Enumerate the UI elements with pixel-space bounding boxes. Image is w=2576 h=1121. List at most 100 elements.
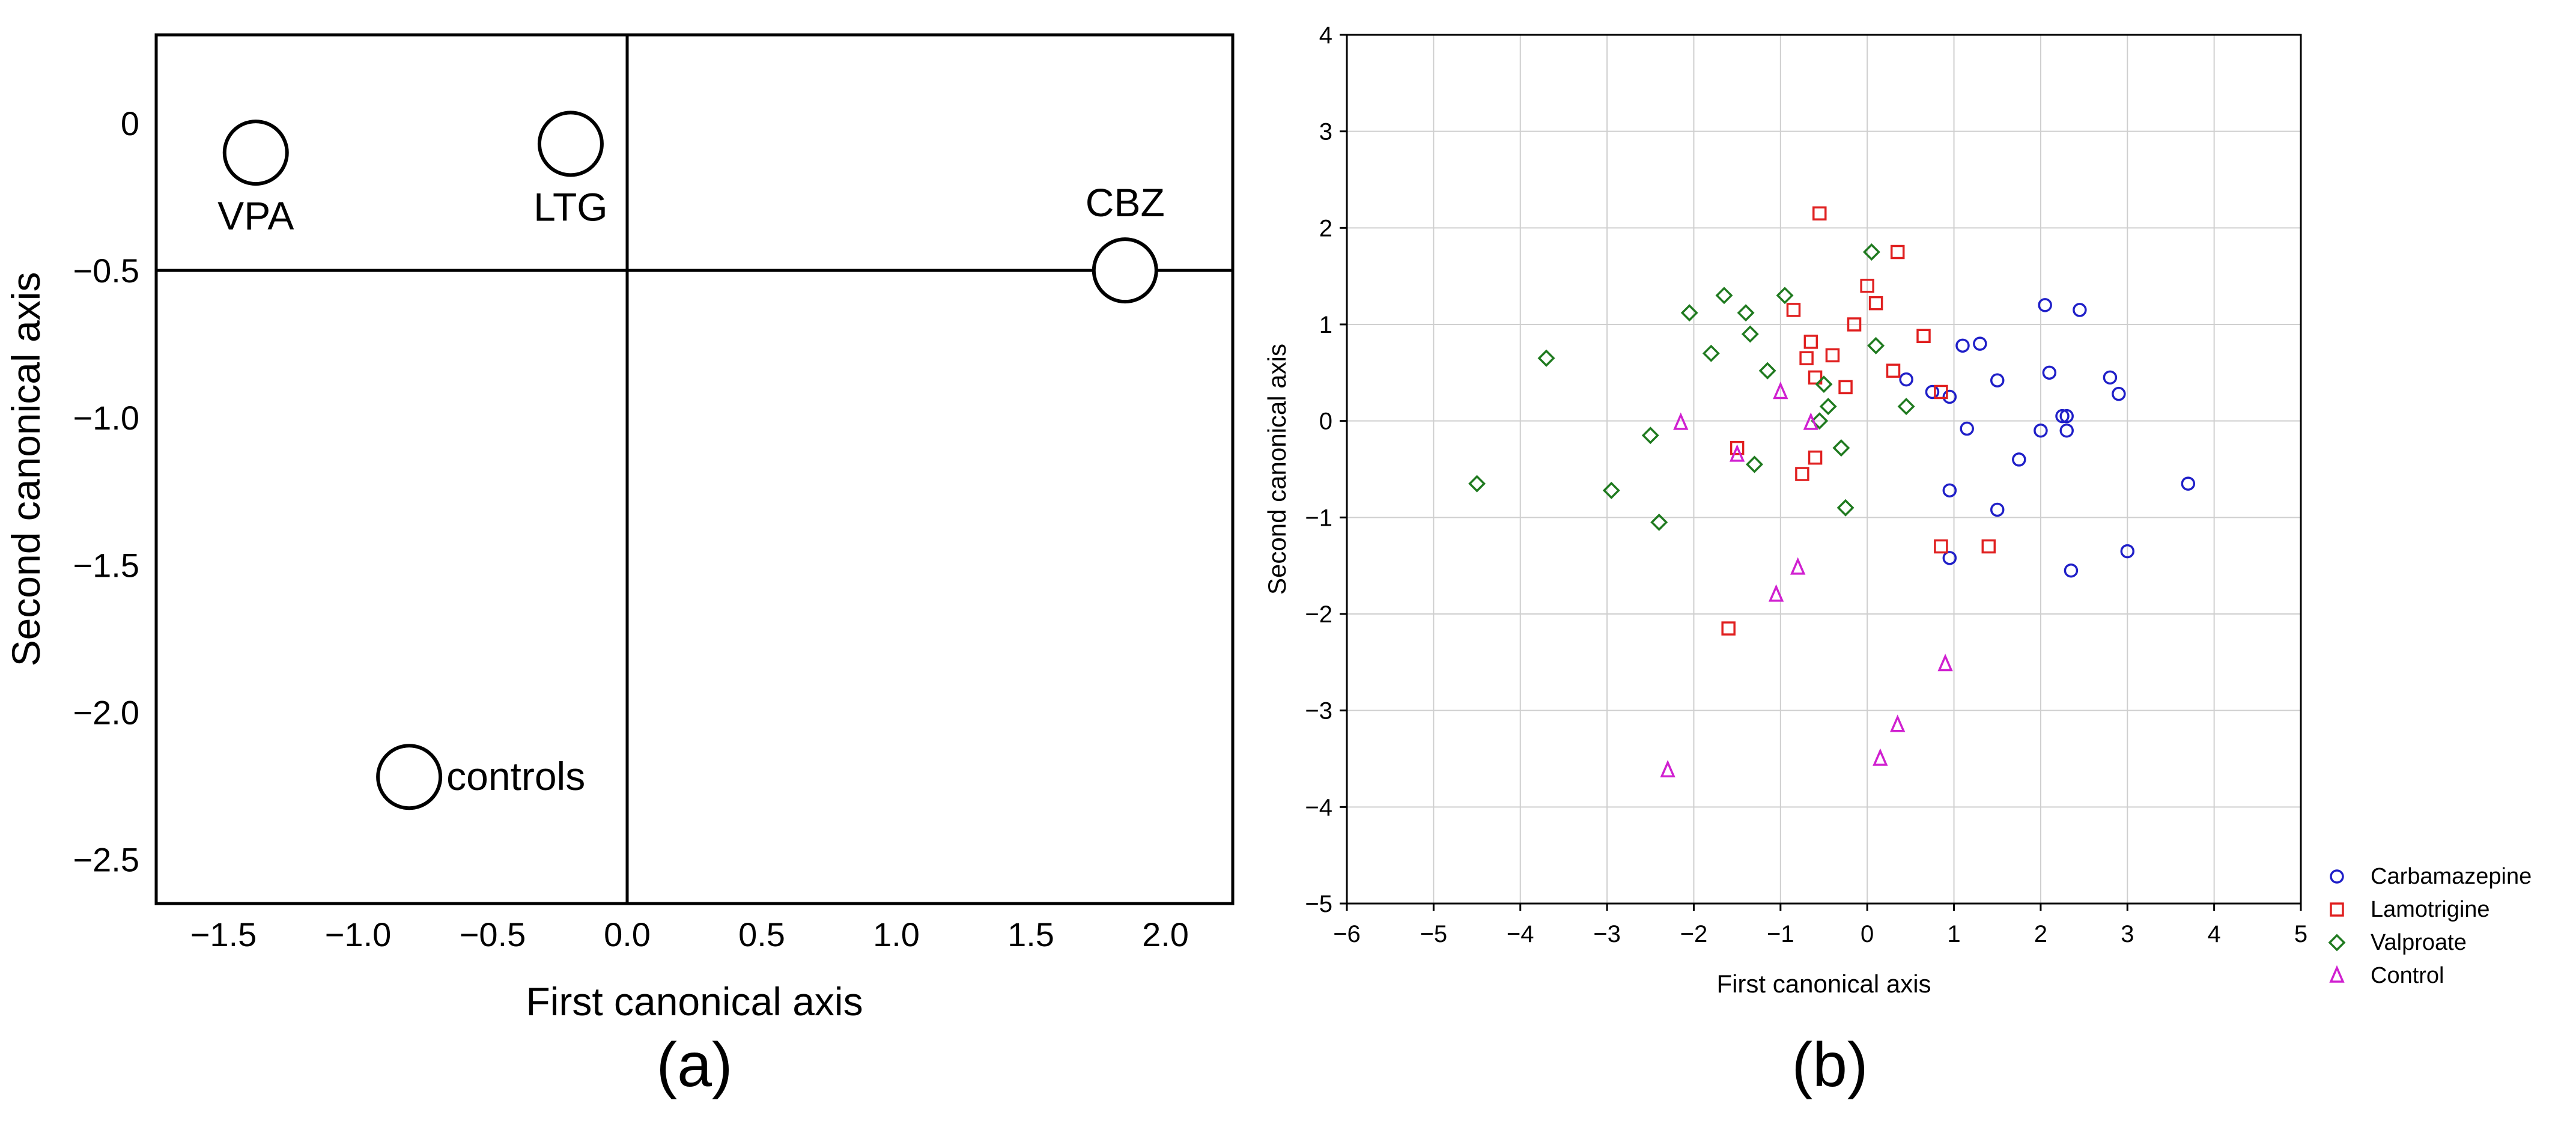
panel-b-point-valproate (1758, 362, 1776, 380)
panel-b-point-carbamazepine (2034, 423, 2048, 438)
panel-a-x-tick-label: 2.0 (1142, 916, 1189, 953)
panel-b-point-valproate (1746, 455, 1763, 473)
panel-b-point-lamotrigine (1825, 348, 1840, 363)
panel-b-point-carbamazepine (1990, 373, 2005, 387)
panel-b-y-tick-label: −5 (1305, 891, 1332, 917)
panel-b-point-lamotrigine (1868, 296, 1883, 311)
panel-b-x-tick-label: −1 (1767, 921, 1794, 947)
panel-b-y-tick-label: −4 (1305, 794, 1332, 821)
panel-b-point-carbamazepine (2103, 370, 2118, 385)
panel-b-point-carbamazepine (2012, 452, 2026, 467)
panel-a: −1.5 −1.0 −0.5 0.0 0.5 1.0 1.5 2.0 0−0.5−1.0−1.… (4, 33, 1235, 1100)
panel-b-point-lamotrigine (1799, 351, 1814, 365)
panel-b-point-carbamazepine (1990, 502, 2005, 517)
panel-b-point-valproate (1811, 412, 1829, 430)
panel-b-point-carbamazepine (2181, 476, 2196, 491)
panel-b-point-lamotrigine (1803, 335, 1818, 349)
panel-a-x-axis-label: First canonical axis (526, 979, 863, 1024)
panel-b-point-lamotrigine (1860, 278, 1874, 293)
panel-b-point-control (1873, 748, 1888, 766)
panel-a-x-tick-label: 1.0 (873, 916, 920, 953)
panel-b-point-valproate (1715, 287, 1733, 305)
panel-b-legend-marker-control (2329, 965, 2345, 983)
panel-a-y-ticks: 0 −0.5 −1.0 −1.5 −2.0 −2.5 (73, 105, 139, 878)
panel-b-point-valproate (1641, 427, 1659, 445)
panel-b-point-carbamazepine (1955, 338, 1970, 353)
panel-b-legend-label-control: Control (2371, 963, 2444, 988)
panel-b-y-tick-label: −3 (1305, 698, 1332, 725)
panel-b-point-valproate (1832, 439, 1850, 457)
panel-b-point-lamotrigine (1812, 206, 1827, 220)
panel-b-point-lamotrigine (1808, 370, 1823, 385)
panel-b-point-lamotrigine (1934, 539, 1948, 554)
panel-b-caption: (b) (1791, 1030, 1868, 1100)
panel-b-point-lamotrigine (1916, 329, 1931, 344)
panel-b-point-carbamazepine (1960, 421, 1974, 436)
panel-a-x-ticks: −1.5 −1.0 −0.5 0.0 0.5 1.0 1.5 2.0 (190, 916, 1189, 953)
panel-b-point-carbamazepine (1942, 389, 1957, 404)
panel-b-y-tick-label: −2 (1305, 601, 1332, 628)
panel-b-point-valproate (1867, 336, 1885, 354)
panel-a-x-tick-label: −1.0 (325, 916, 392, 953)
panel-b-grid (1347, 35, 2301, 904)
panel-a-point-vpa (222, 120, 289, 186)
panel-b-x-tick-label: −5 (1420, 921, 1448, 947)
panel-a-y-axis-label: Second canonical axis (4, 272, 48, 667)
panel-b-point-carbamazepine (1925, 384, 1940, 399)
panel-b-point-lamotrigine (1847, 317, 1862, 332)
panel-b-point-control (1803, 412, 1819, 430)
panel-a-point-controls (376, 744, 443, 810)
panel-b-x-tick-label: 2 (2034, 921, 2047, 947)
panel-b-point-valproate (1776, 287, 1794, 305)
panel-b-point-lamotrigine (1981, 539, 1996, 554)
panel-b-y-tick-label: 4 (1319, 22, 1332, 49)
panel-b-point-carbamazepine (2073, 303, 2087, 317)
panel-b-point-control (1660, 759, 1675, 778)
panel-b-y-tick-label: 3 (1319, 119, 1332, 145)
panel-b-point-lamotrigine (1808, 450, 1823, 465)
panel-b-x-tick-label: 5 (2294, 921, 2307, 947)
panel-a-point-label-cbz: CBZ (1086, 180, 1165, 225)
panel-b-legend-marker-lamotrigine (2330, 902, 2344, 917)
panel-a-x-tick-label: −1.5 (190, 916, 257, 953)
panel-a-reference-lines (156, 35, 1233, 904)
panel-b-point-lamotrigine (1890, 245, 1905, 260)
panel-b-point-valproate (1702, 344, 1720, 362)
panel-b-x-tick-label: 1 (1947, 921, 1960, 947)
panel-b-point-valproate (1602, 481, 1620, 499)
panel-b-x-tick-label: −4 (1507, 921, 1534, 947)
panel-b-legend-label-valproate: Valproate (2371, 930, 2467, 955)
panel-b-legend-label-lamotrigine: Lamotrigine (2371, 897, 2490, 922)
panel-b-x-tick-label: −2 (1680, 921, 1708, 947)
panel-a-y-tick-label: −2.0 (73, 693, 139, 731)
panel-b-point-control (1790, 557, 1806, 575)
panel-a-y-tick-label: −1.5 (73, 546, 139, 584)
panel-b-point-carbamazepine (2120, 544, 2135, 559)
panel-b-point-carbamazepine (1899, 372, 1913, 387)
panel-b-points (1468, 206, 2196, 778)
panel-a-y-tick-label: −2.5 (73, 840, 139, 878)
panel-b-point-lamotrigine (1721, 621, 1736, 636)
panel-a-frame (154, 33, 1235, 905)
panel-b-y-tick-label: −1 (1305, 505, 1332, 531)
panel-b-x-ticks: −6 −5 −4 −3 −2 −1 0 1 2 3 4 5 (1333, 904, 2307, 947)
panel-b-x-tick-label: 3 (2121, 921, 2134, 947)
panel-b-x-tick-label: 0 (1861, 921, 1874, 947)
panel-b-point-lamotrigine (1730, 440, 1745, 455)
panel-b-point-lamotrigine (1934, 384, 1948, 399)
panel-b-point-lamotrigine (1786, 303, 1801, 317)
panel-b-point-valproate (1741, 325, 1759, 343)
panel-a-x-tick-label: 0.5 (738, 916, 785, 953)
panel-b-point-carbamazepine (2064, 563, 2079, 578)
panel-b-point-carbamazepine (1942, 551, 1957, 565)
panel-b-point-valproate (1468, 475, 1486, 493)
panel-b-point-valproate (1737, 304, 1755, 322)
panel-a-x-tick-label: 0.0 (604, 916, 651, 953)
panel-b-point-control (1729, 444, 1745, 462)
panel-b-point-lamotrigine (1838, 380, 1853, 395)
panel-b-point-carbamazepine (2042, 365, 2057, 380)
panel-a-point-label-vpa: VPA (217, 193, 294, 238)
